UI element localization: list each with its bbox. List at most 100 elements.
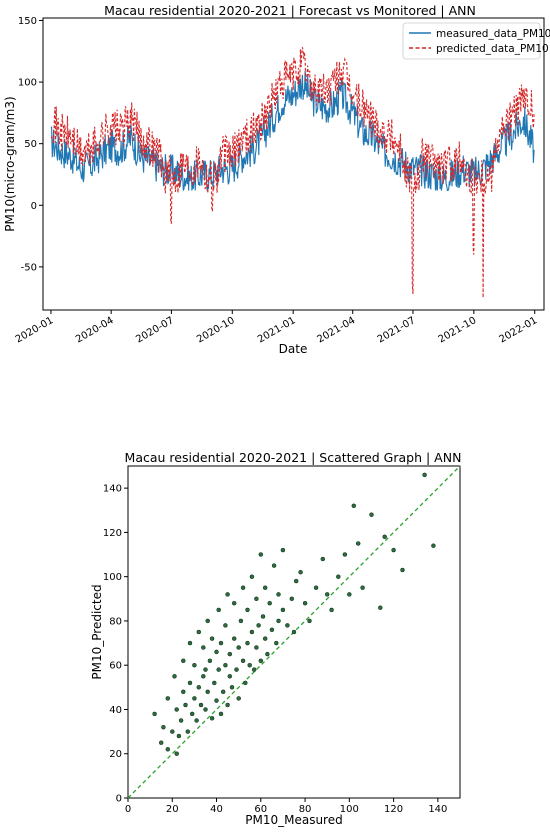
sc-point [307, 618, 312, 624]
sc-point [192, 696, 197, 701]
sc-x-tick-label: 80 [299, 804, 312, 815]
sc-point [355, 541, 361, 546]
sc-point [431, 543, 436, 548]
sc-point [189, 711, 195, 717]
sc-point [258, 658, 264, 664]
sc-x-tick-label: 120 [384, 804, 403, 815]
ts-x-tick-label: 2020-04 [74, 315, 116, 345]
sc-point [207, 658, 213, 664]
sc-point [218, 640, 224, 646]
sc-point [161, 724, 166, 730]
sc-points [152, 472, 436, 756]
ts-legend-box [402, 22, 541, 60]
ts-predicted-line [50, 47, 535, 298]
sc-point [165, 747, 171, 752]
sc-point [187, 680, 193, 686]
sc-point [158, 740, 164, 745]
sc-point [216, 667, 221, 672]
ts-y-tick-label: 100 [18, 78, 37, 89]
sc-x-tick-label: 60 [254, 804, 267, 815]
sc-point [280, 607, 286, 613]
sc-point [313, 585, 319, 590]
ts-y-tick-label: -50 [21, 262, 37, 273]
sc-point [276, 618, 281, 624]
sc-point [265, 651, 270, 657]
sc-point [267, 600, 272, 606]
sc-point [269, 627, 275, 633]
sc-point [254, 596, 259, 602]
sc-point [347, 592, 352, 597]
ts-legend-predicted-label: predicted_data_PM10 [436, 43, 549, 55]
sc-point [289, 596, 295, 602]
sc-point [236, 645, 241, 650]
sc-point [280, 547, 286, 553]
ts-x-tick-label: 2021-01 [256, 315, 298, 345]
sc-point [249, 629, 255, 635]
sc-y-tick-label: 60 [109, 661, 122, 672]
sc-point [351, 503, 357, 509]
sc-point [185, 729, 191, 734]
sc-point [236, 696, 241, 701]
sc-point [245, 640, 250, 646]
ts-measured-line [50, 70, 535, 192]
sc-point [192, 662, 197, 668]
sc-point [205, 689, 210, 695]
sc-point [378, 605, 383, 610]
sc-point [214, 649, 219, 655]
sc-point [291, 629, 297, 635]
sc-point [243, 680, 248, 686]
scatter-chart: Macau residential 2020-2021 | Scattered … [90, 450, 461, 827]
sc-point [231, 600, 237, 606]
sc-point [196, 685, 202, 690]
sc-point [382, 534, 387, 540]
ts-legend: measured_data_PM10 predicted_data_PM10 [402, 22, 550, 60]
sc-x-tick-label: 140 [428, 804, 447, 815]
sc-point [276, 592, 281, 597]
ts-x-tick-label: 2021-04 [316, 315, 358, 345]
sc-point [220, 689, 226, 695]
sc-y-tick-label: 0 [116, 794, 122, 805]
sc-point [262, 585, 268, 590]
sc-point [391, 547, 396, 553]
sc-point [152, 711, 157, 717]
sc-point [214, 698, 219, 703]
sc-point [249, 574, 255, 579]
ts-y-tick-label: 50 [24, 139, 37, 150]
sc-point [258, 552, 264, 557]
sc-point [342, 552, 348, 557]
sc-point [223, 662, 228, 668]
sc-point [329, 607, 334, 613]
sc-point [209, 636, 215, 641]
ts-x-tick-label: 2020-01 [14, 315, 56, 345]
sc-y-tick-label: 40 [109, 705, 122, 716]
ts-y-axis-label: PM10(micro-gram/m3) [3, 96, 17, 231]
sc-point [176, 733, 182, 739]
sc-point [369, 512, 374, 517]
ts-title: Macau residential 2020-2021 | Forecast v… [104, 3, 476, 18]
sc-point [181, 658, 186, 664]
sc-point [231, 636, 237, 641]
sc-point [165, 696, 171, 701]
sc-point [240, 658, 246, 664]
sc-point [285, 623, 290, 628]
ts-x-tick-label: 2020-10 [195, 315, 237, 345]
sc-point [238, 618, 244, 624]
sc-point [218, 711, 224, 717]
ts-x-tick-label: 2022-01 [498, 315, 540, 345]
sc-point [422, 472, 427, 478]
sc-x-axis-label: PM10_Measured [245, 813, 342, 827]
sc-point [302, 600, 308, 606]
sc-x-tick-label: 20 [166, 804, 179, 815]
sc-point [187, 640, 193, 646]
sc-y-tick-label: 120 [103, 528, 122, 539]
sc-point [205, 618, 210, 624]
ts-y-tick-label: 0 [31, 201, 37, 212]
sc-point [271, 563, 277, 568]
sc-point [178, 718, 184, 723]
sc-y-axis-label: PM10_Predicted [90, 584, 104, 679]
sc-point [209, 716, 215, 721]
sc-point [247, 662, 252, 668]
sc-point [225, 702, 230, 708]
sc-y-tick-label: 80 [109, 616, 122, 627]
